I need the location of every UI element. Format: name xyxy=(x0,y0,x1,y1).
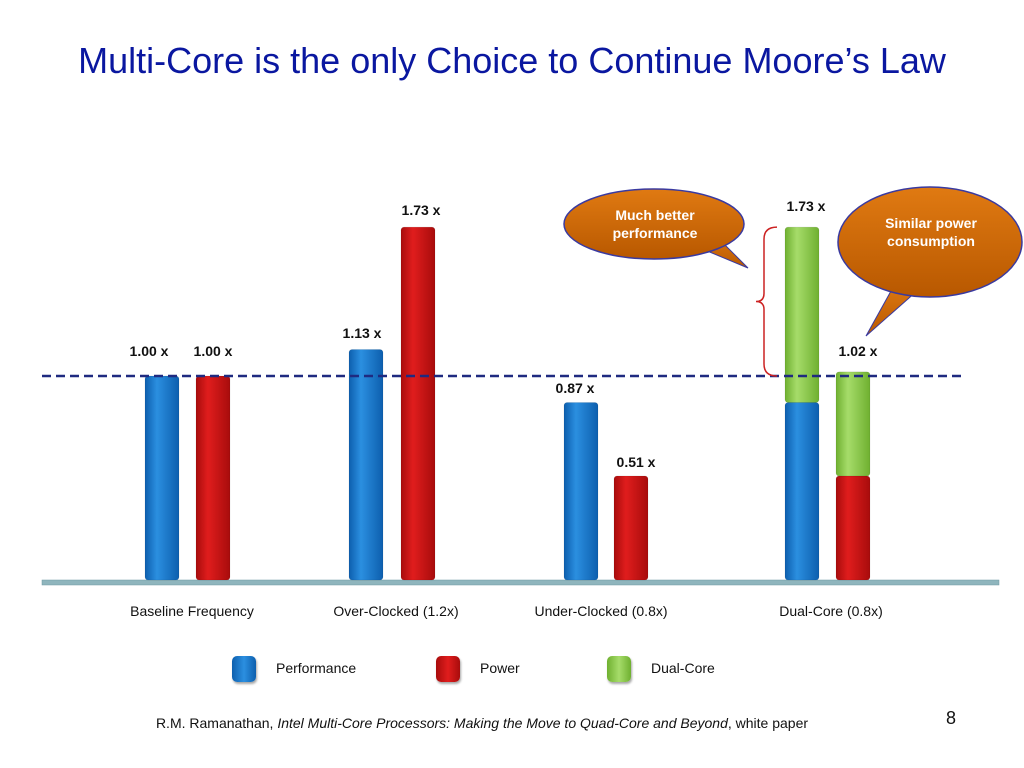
category-label-under-clocked: Under-Clocked (0.8x) xyxy=(534,603,668,619)
performance-gain-brace xyxy=(755,226,778,377)
bar-performance-2 xyxy=(563,402,599,581)
category-label-baseline: Baseline Frequency xyxy=(130,603,254,619)
legend-label-performance: Performance xyxy=(276,660,357,676)
data-label-power-1: 1.73 x xyxy=(402,202,441,218)
callout-performance-text: Much better performance xyxy=(612,207,698,241)
legend-label-dual-core: Dual-Core xyxy=(651,660,715,676)
data-label-power-0: 1.00 x xyxy=(194,343,233,359)
bar-dual-core-power-3 xyxy=(835,371,871,477)
page-title: Multi-Core is the only Choice to Continu… xyxy=(78,40,946,81)
callout-power-text: Similar power consumption xyxy=(885,215,977,249)
data-label-dual-core-power-3: 1.02 x xyxy=(839,343,878,359)
bar-power-2 xyxy=(613,475,649,581)
bar-power-3 xyxy=(835,475,871,581)
category-label-over-clocked: Over-Clocked (1.2x) xyxy=(333,603,459,619)
data-label-performance-0: 1.00 x xyxy=(130,343,169,359)
citation-paper-title: Intel Multi-Core Processors: Making the … xyxy=(277,715,728,731)
bar-performance-1 xyxy=(348,349,384,581)
page-number: 8 xyxy=(946,708,957,728)
bar-power-0 xyxy=(195,375,231,581)
data-label-power-2: 0.51 x xyxy=(617,454,656,470)
citation-suffix: , white paper xyxy=(727,715,809,731)
callout-performance-bubble xyxy=(563,188,745,260)
legend-label-power: Power xyxy=(480,660,520,676)
data-label-dual-core-performance-3: 1.73 x xyxy=(787,198,826,214)
legend-swatch-performance xyxy=(232,656,256,682)
bar-power-1 xyxy=(400,226,436,581)
data-label-performance-2: 0.87 x xyxy=(556,380,595,396)
legend-swatch-dual-core xyxy=(607,656,631,682)
legend-swatch-power xyxy=(436,656,460,682)
bar-performance-0 xyxy=(144,375,180,581)
citation-footer: R.M. Ramanathan, Intel Multi-Core Proces… xyxy=(0,715,964,731)
citation-author: R.M. Ramanathan, xyxy=(155,715,278,731)
bar-performance-3 xyxy=(784,402,820,581)
data-label-performance-1: 1.13 x xyxy=(343,325,382,341)
callout-power-bubble xyxy=(837,186,1023,298)
x-axis-line xyxy=(41,579,1000,586)
category-label-dual-core: Dual-Core (0.8x) xyxy=(779,603,883,619)
bar-dual-core-performance-3 xyxy=(784,226,820,403)
